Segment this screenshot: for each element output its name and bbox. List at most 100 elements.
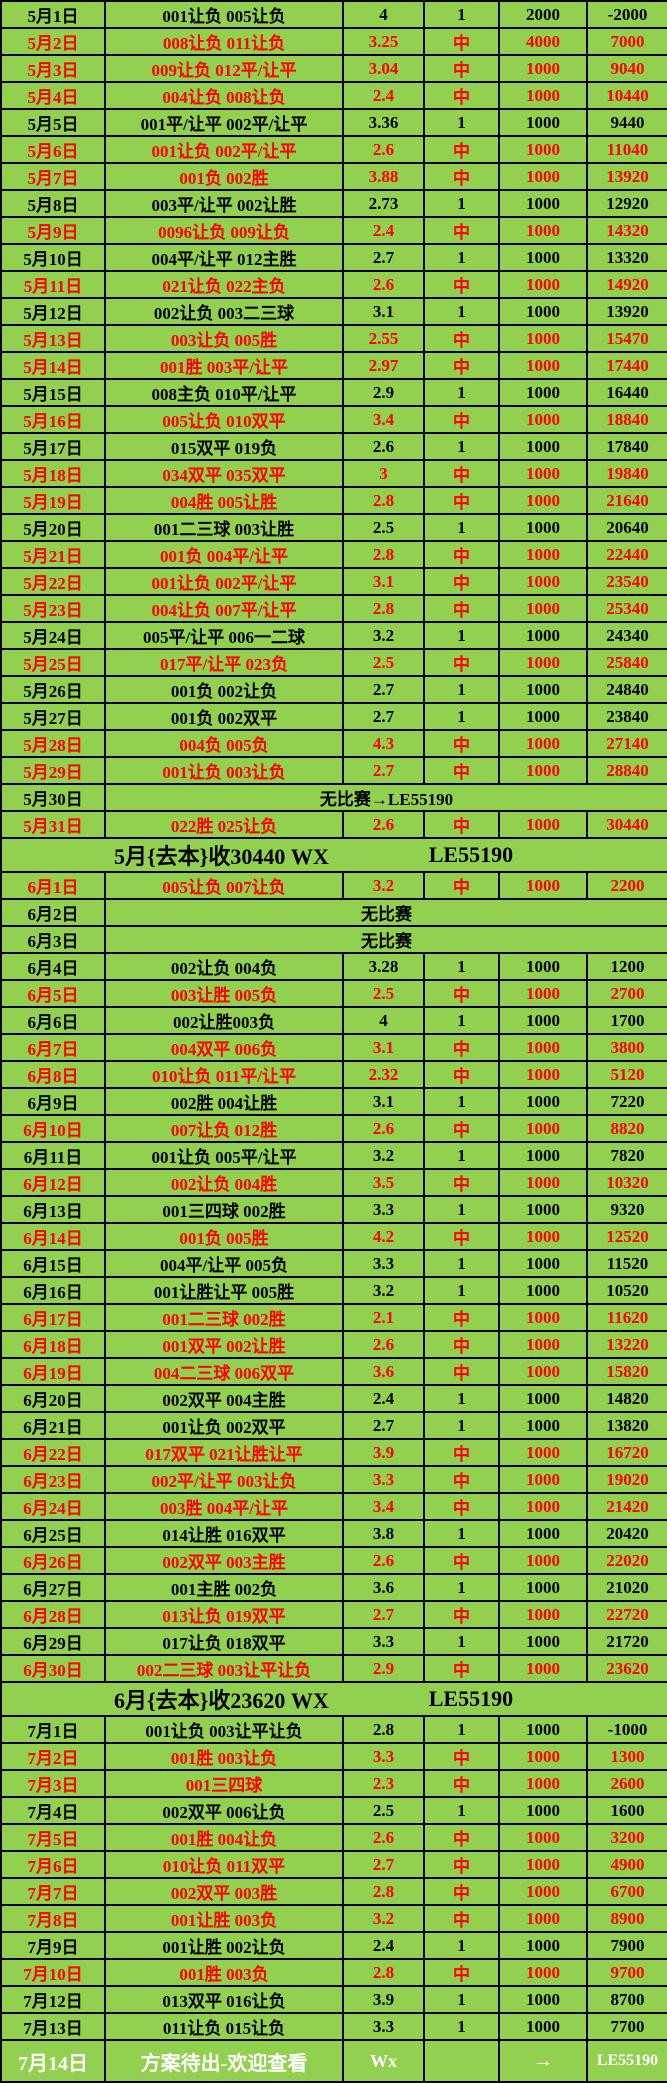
stake-cell: 1000 [498,2012,588,2041]
result-cell: 中 [423,1600,500,1629]
table-row: 7月6日 010让负 011双平 2.7 中 1000 4900 [0,1850,667,1879]
profit-cell: 3200 [586,1823,667,1852]
table-row: 7月3日 001三四球 2.3 中 1000 2600 [0,1769,667,1798]
profit-cell: 17440 [586,351,667,380]
date-cell: 6月1日 [0,871,106,900]
profit-cell: 12520 [586,1222,667,1251]
table-row: 7月8日 001让胜 003负 3.2 中 1000 8900 [0,1904,667,1933]
result-cell: 中 [423,486,500,515]
stake-cell: 1000 [498,216,588,245]
date-cell: 6月14日 [0,1222,106,1251]
odds-cell: 2.32 [342,1060,425,1089]
date-cell: 7月3日 [0,1769,106,1798]
no-match-row: 6月2日 无比赛 [0,898,667,927]
stake-cell: 1000 [498,648,588,677]
result-cell: 中 [423,979,500,1008]
picks-cell: 004二三球 006双平 [104,1357,344,1386]
table-row: 6月14日 001负 005胜 4.2 中 1000 12520 [0,1222,667,1251]
date-cell: 5月11日 [0,270,106,299]
profit-cell: 3800 [586,1033,667,1062]
result-cell: 中 [423,27,500,56]
date-cell: 6月26日 [0,1546,106,1575]
result-cell: 1 [423,297,500,326]
odds-cell: 3.3 [342,2012,425,2041]
stake-cell: 1000 [498,1654,588,1683]
odds-cell: 2.6 [342,270,425,299]
table-row: 5月4日 004让负 008让负 2.4 中 1000 10440 [0,81,667,110]
picks-cell: 010让负 011双平 [104,1850,344,1879]
stake-cell: 1000 [498,1276,588,1305]
picks-cell: 001二三球 003让胜 [104,513,344,542]
stake-cell: 1000 [498,702,588,731]
stake-cell: 1000 [498,1850,588,1879]
result-cell: 中 [423,1654,500,1683]
picks-cell: 001让负 005让负 [104,0,344,29]
odds-cell: 3.3 [342,1465,425,1494]
date-cell: 6月2日 [0,898,106,927]
picks-cell: 001让胜 002让负 [104,1931,344,1960]
picks-cell: 034双平 035双平 [104,459,344,488]
profit-cell: 22440 [586,540,667,569]
picks-cell: 001胜 003负 [104,1958,344,1987]
date-cell: 5月13日 [0,324,106,353]
table-row: 5月19日 004胜 005让胜 2.8 中 1000 21640 [0,486,667,515]
stake-cell: 1000 [498,1492,588,1521]
odds-cell: 2.8 [342,486,425,515]
profit-cell: 16720 [586,1438,667,1467]
table-row: 6月5日 003让胜 005负 2.5 中 1000 2700 [0,979,667,1008]
date-cell: 6月24日 [0,1492,106,1521]
date-cell: 6月15日 [0,1249,106,1278]
profit-cell: 14820 [586,1384,667,1413]
date-cell: 5月17日 [0,432,106,461]
picks-cell: 015双平 019负 [104,432,344,461]
stake-cell: 1000 [498,1796,588,1825]
table-row: 6月10日 007让负 012胜 2.6 中 1000 8820 [0,1114,667,1143]
profit-cell: 23540 [586,567,667,596]
profit-cell: 19840 [586,459,667,488]
table-row: 7月4日 002双平 006让负 2.5 1 1000 1600 [0,1796,667,1825]
result-cell: 中 [423,1033,500,1062]
table-row: 5月22日 001让负 002平/让平 3.1 中 1000 23540 [0,567,667,596]
result-cell: 1 [423,1141,500,1170]
odds-cell: 2.7 [342,756,425,785]
table-row: 6月27日 001主胜 002负 3.6 1 1000 21020 [0,1573,667,1602]
picks-cell: 001让负 002双平 [104,1411,344,1440]
stake-cell: 1000 [498,1958,588,1987]
odds-cell: 2.4 [342,216,425,245]
date-cell: 5月3日 [0,54,106,83]
result-cell: 中 [423,405,500,434]
result-cell: 中 [423,135,500,164]
result-cell: 中 [423,1492,500,1521]
table-row: 7月12日 013双平 016让负 3.9 1 1000 8700 [0,1985,667,2014]
table-row: 5月3日 009让负 012平/让平 3.04 中 1000 9040 [0,54,667,83]
odds-cell: 2.9 [342,1654,425,1683]
table-row: 6月30日 002二三球 003让平让负 2.9 中 1000 23620 [0,1654,667,1683]
table-row: 5月1日 001让负 005让负 4 1 2000 -2000 [0,0,667,29]
odds-cell: 2.97 [342,351,425,380]
footer-empty-cell [423,2039,500,2083]
result-cell: 1 [423,378,500,407]
picks-cell: 001胜 004让负 [104,1823,344,1852]
date-cell: 5月26日 [0,675,106,704]
stake-cell: 1000 [498,810,588,839]
table-row: 6月22日 017双平 021让胜让平 3.9 中 1000 16720 [0,1438,667,1467]
profit-cell: 22020 [586,1546,667,1575]
odds-cell: 3.3 [342,1249,425,1278]
date-cell: 6月23日 [0,1465,106,1494]
odds-cell: 3 [342,459,425,488]
odds-cell: 3.2 [342,1141,425,1170]
table-row: 6月4日 002让负 004负 3.28 1 1000 1200 [0,952,667,981]
profit-cell: 7000 [586,27,667,56]
result-cell: 中 [423,1546,500,1575]
profit-cell: 2200 [586,871,667,900]
stake-cell: 1000 [498,351,588,380]
profit-cell: 14920 [586,270,667,299]
picks-cell: 017双平 021让胜让平 [104,1438,344,1467]
result-cell: 1 [423,1087,500,1116]
result-cell: 中 [423,54,500,83]
profit-cell: 21420 [586,1492,667,1521]
profit-cell: 18840 [586,405,667,434]
table-row: 5月17日 015双平 019负 2.6 1 1000 17840 [0,432,667,461]
odds-cell: 2.73 [342,189,425,218]
profit-cell: 19020 [586,1465,667,1494]
